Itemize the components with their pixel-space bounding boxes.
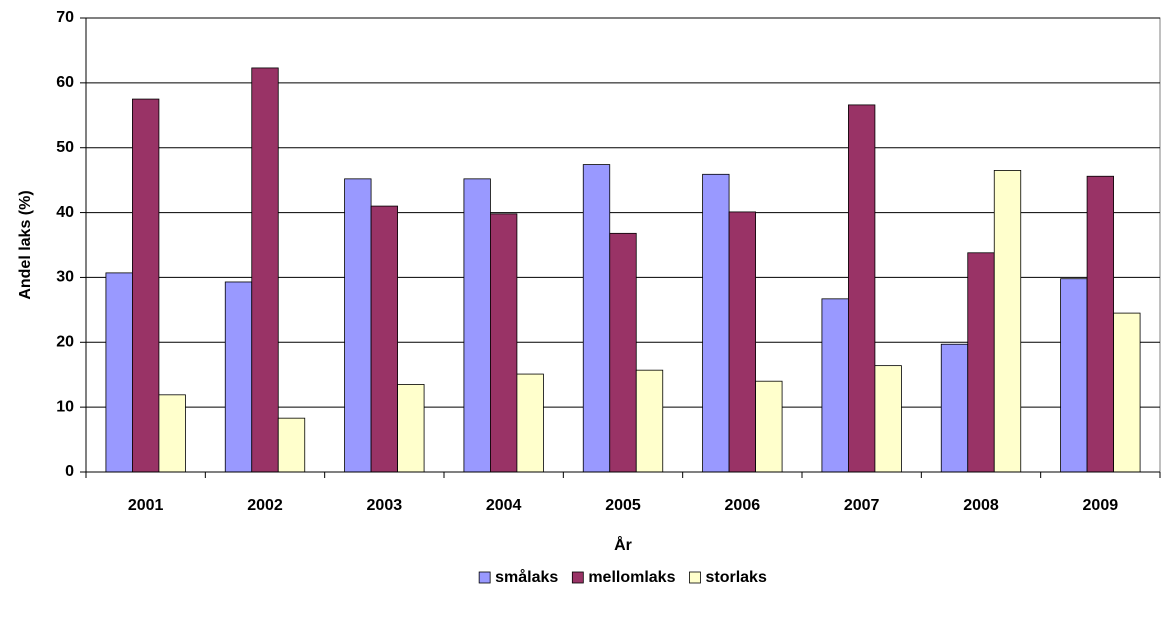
x-tick-label: 2009 bbox=[1083, 497, 1119, 514]
bar bbox=[728, 211, 756, 473]
bar bbox=[821, 298, 849, 473]
bar bbox=[635, 369, 664, 473]
bar bbox=[463, 178, 491, 473]
bar bbox=[755, 380, 783, 473]
y-tick-label: 30 bbox=[56, 269, 74, 286]
x-tick-label: 2006 bbox=[725, 497, 761, 514]
x-tick-label: 2007 bbox=[844, 497, 880, 514]
bar bbox=[397, 384, 425, 473]
bar bbox=[1060, 278, 1088, 473]
bar bbox=[967, 252, 995, 473]
bar bbox=[132, 98, 160, 473]
legend-swatch bbox=[689, 571, 701, 584]
legend-swatch bbox=[571, 571, 584, 584]
x-tick-label: 2002 bbox=[247, 497, 283, 514]
bar bbox=[370, 205, 398, 473]
bar bbox=[158, 394, 186, 473]
y-tick-label: 60 bbox=[56, 74, 74, 91]
legend-label: smålaks bbox=[495, 568, 558, 586]
bar bbox=[582, 164, 611, 473]
y-tick-label: 40 bbox=[56, 204, 74, 221]
bar bbox=[940, 343, 969, 473]
y-axis-label: Andel laks (%) bbox=[17, 190, 34, 299]
bar bbox=[277, 417, 306, 473]
bar bbox=[1113, 312, 1141, 473]
bar bbox=[1086, 175, 1114, 473]
bar bbox=[874, 365, 902, 473]
y-tick-label: 0 bbox=[65, 463, 74, 480]
legend-label: storlaks bbox=[705, 569, 766, 586]
x-tick-label: 2005 bbox=[605, 497, 641, 514]
x-tick-label: 2001 bbox=[128, 497, 164, 514]
y-tick-label: 50 bbox=[56, 139, 74, 156]
y-tick-label: 70 bbox=[56, 9, 74, 26]
bar bbox=[702, 173, 730, 473]
legend-swatch bbox=[478, 571, 491, 584]
y-tick-label: 10 bbox=[56, 398, 74, 415]
bar bbox=[609, 232, 637, 473]
x-axis-label: År bbox=[614, 535, 632, 554]
bar bbox=[993, 170, 1022, 473]
x-tick-label: 2008 bbox=[963, 497, 999, 514]
bar bbox=[344, 178, 372, 473]
bar bbox=[251, 67, 279, 473]
x-tick-label: 2004 bbox=[486, 497, 522, 514]
y-tick-label: 20 bbox=[56, 334, 74, 351]
bar bbox=[490, 213, 518, 473]
legend-label: mellomlaks bbox=[588, 569, 675, 586]
x-tick-label: 2003 bbox=[367, 497, 403, 514]
bar bbox=[516, 373, 544, 473]
bar bbox=[105, 272, 133, 473]
bar bbox=[224, 281, 253, 473]
bar bbox=[848, 104, 876, 473]
